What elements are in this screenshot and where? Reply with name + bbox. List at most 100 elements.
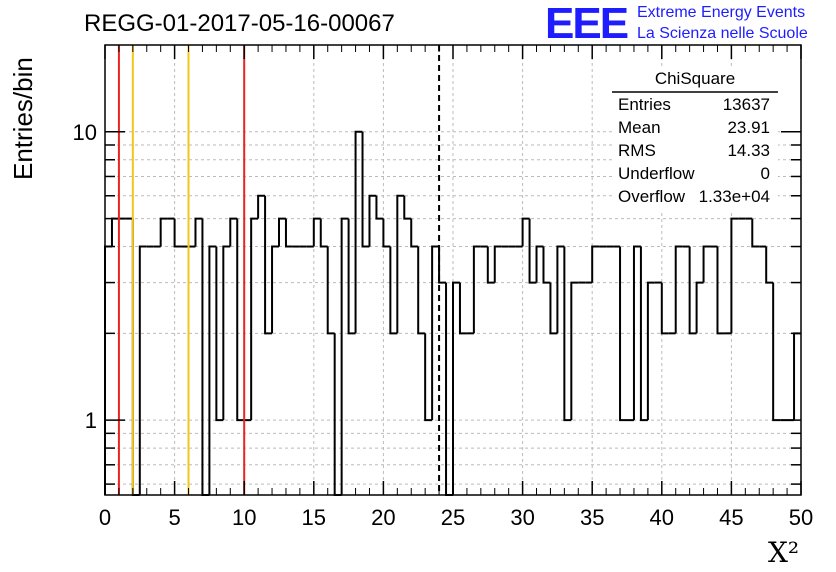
histogram-bin — [131, 218, 140, 496]
histogram-bin — [159, 217, 168, 247]
stats-label: Underflow — [618, 164, 695, 183]
histogram-bin — [382, 218, 391, 248]
histogram-bin — [445, 282, 453, 496]
histogram-bin — [236, 218, 245, 422]
histogram-bin — [632, 245, 641, 421]
histogram-bin — [521, 217, 530, 247]
logo-subtitle-1: Extreme Energy Events — [637, 4, 806, 21]
histogram-bin — [431, 245, 440, 421]
histogram-bin — [361, 131, 370, 248]
stats-label: RMS — [618, 141, 656, 160]
x-tick-label: 5 — [168, 505, 180, 530]
stats-label: Entries — [618, 95, 671, 114]
histogram-bin — [688, 246, 697, 335]
histogram-bin — [278, 217, 286, 247]
stats-value: 13637 — [723, 95, 770, 114]
eee-logo: EEE — [545, 0, 629, 48]
stats-title: ChiSquare — [655, 69, 735, 88]
histogram-bin — [549, 282, 558, 335]
histogram-bin — [730, 217, 739, 334]
logo-subtitle-2: La Scienza nelle Scuole — [637, 25, 808, 42]
y-axis-ticks: 1 10 — [73, 120, 801, 485]
histogram-bin — [264, 195, 273, 335]
histogram-bin — [486, 246, 495, 284]
stats-box-bg — [612, 66, 778, 212]
histogram-bin — [591, 245, 600, 283]
stats-value: 23.91 — [727, 118, 770, 137]
histogram-bin — [639, 246, 648, 422]
stats-value: 1.33e+04 — [699, 187, 770, 206]
histogram-bin — [271, 245, 279, 334]
histogram-bin — [368, 194, 377, 247]
histogram-bin — [438, 246, 447, 284]
chart-title: REGG-01-2017-05-16-00067 — [84, 10, 395, 37]
histogram-bin — [403, 195, 412, 220]
histogram-bin — [417, 246, 426, 335]
histogram-bin — [389, 246, 398, 335]
x-tick-label: 35 — [580, 505, 604, 530]
histogram-bin — [222, 245, 231, 421]
histogram-bin — [375, 195, 384, 220]
histogram-bin — [110, 217, 119, 247]
histogram-bin — [250, 217, 259, 421]
x-tick-label: 15 — [302, 505, 326, 530]
x-tick-label: 45 — [719, 505, 743, 530]
histogram-bin — [528, 218, 537, 284]
stats-value: 0 — [761, 164, 770, 183]
histogram-bin — [138, 245, 147, 495]
histogram-bin — [570, 281, 579, 421]
histogram-bin — [229, 217, 238, 247]
x-tick-label: 10 — [232, 505, 256, 530]
histogram-bin — [201, 218, 210, 496]
histogram-bin — [396, 194, 405, 334]
x-tick-label: 50 — [789, 505, 813, 530]
x-tick-label: 40 — [650, 505, 674, 530]
histogram-bin — [452, 281, 460, 495]
x-tick-label: 25 — [441, 505, 465, 530]
x-axis-label: X² — [768, 536, 800, 569]
histogram-bin — [493, 245, 502, 283]
histogram-bin — [535, 245, 544, 283]
histogram-bin — [660, 282, 669, 335]
histogram-bin — [619, 246, 627, 422]
histogram-bin — [173, 218, 182, 248]
histogram-bin — [702, 245, 711, 283]
histogram-bin — [556, 245, 565, 334]
stats-label: Overflow — [618, 187, 686, 206]
histogram-bin — [326, 246, 335, 335]
x-tick-label: 20 — [371, 505, 395, 530]
x-axis-ticks: 0 5 10 15 20 25 30 35 40 45 50 — [99, 45, 813, 530]
histogram-bin — [695, 281, 704, 334]
histogram-bin — [716, 246, 725, 335]
x-tick-label: 30 — [510, 505, 534, 530]
histogram-bin — [312, 217, 321, 247]
histogram-bin — [424, 333, 433, 422]
y-tick-label: 10 — [73, 120, 97, 145]
histogram-bin — [674, 245, 683, 334]
stats-box: ChiSquare Entries 13637 Mean 23.91 RMS 14.33 Un… — [612, 66, 778, 212]
histogram-bin — [340, 217, 349, 495]
histogram-bin — [354, 130, 363, 334]
histogram-bin — [257, 194, 266, 219]
histogram-bin — [563, 246, 572, 422]
histogram-bars — [104, 130, 801, 496]
histogram-bin — [751, 218, 760, 248]
histogram-bin — [542, 246, 551, 284]
histogram-bin — [284, 218, 293, 248]
histogram-bin — [194, 217, 203, 247]
histogram-bin — [333, 333, 342, 496]
histogram-bin — [646, 281, 655, 421]
stats-value: 14.33 — [727, 141, 770, 160]
histogram-bin — [208, 245, 217, 495]
stats-label: Mean — [618, 118, 661, 137]
histogram-bin — [410, 218, 419, 248]
histogram-bin — [765, 246, 774, 284]
histogram-bin — [215, 246, 224, 422]
histogram-bin — [793, 332, 801, 421]
histogram-bin — [772, 282, 781, 422]
histogram-bin — [458, 282, 467, 335]
y-tick-label: 1 — [85, 408, 97, 433]
x-tick-label: 0 — [99, 505, 111, 530]
histogram-bin — [347, 218, 356, 335]
